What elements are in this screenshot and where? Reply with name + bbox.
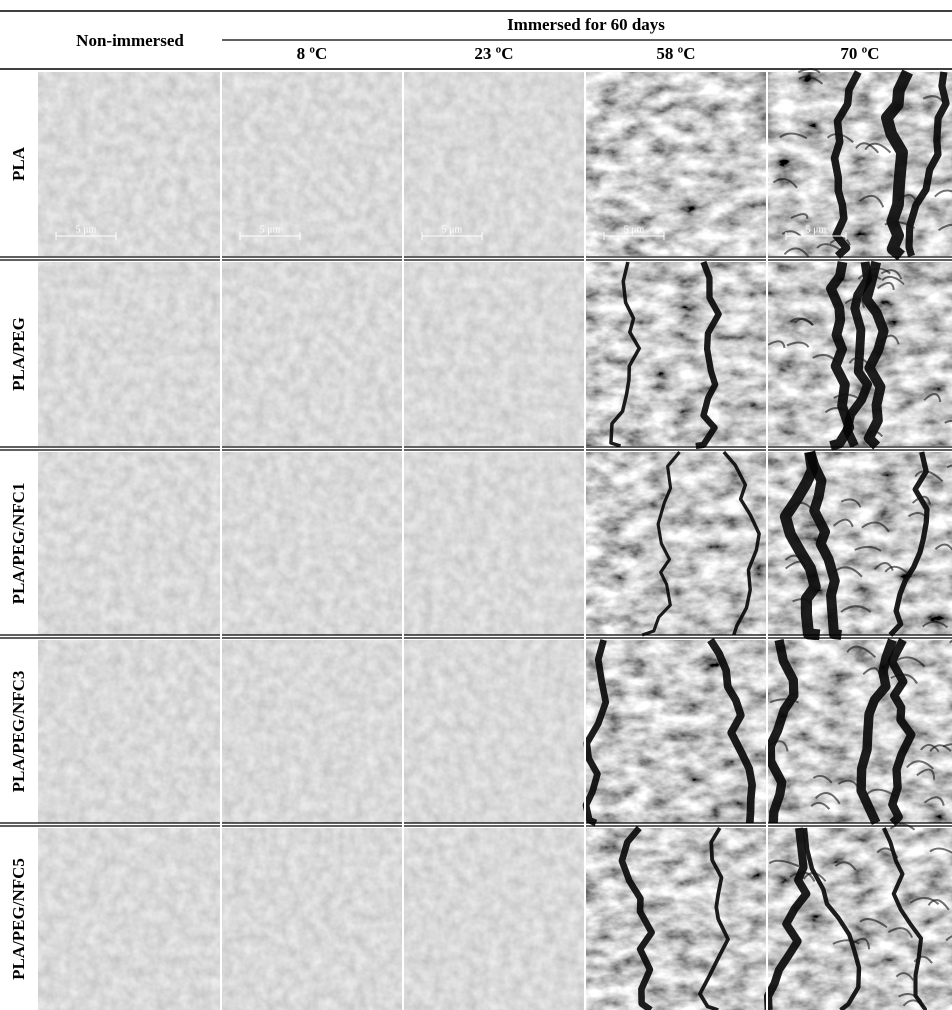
scale-bar-label: 5 μm	[806, 224, 827, 235]
column-header: 58 ºC	[656, 44, 695, 63]
sem-image	[404, 262, 584, 446]
column-header: 70 ºC	[840, 44, 879, 63]
sem-image	[222, 452, 402, 635]
sem-image	[768, 72, 952, 256]
sem-image	[38, 72, 220, 256]
sem-image	[222, 262, 402, 446]
sem-image	[222, 72, 402, 256]
sem-image	[586, 640, 766, 823]
sem-image	[38, 828, 220, 1010]
figure: Non-immersed Immersed for 60 days 8 ºC 23…	[0, 0, 952, 1010]
row-label: PLA/PEG/NFC3	[9, 671, 28, 793]
column-header: 23 ºC	[474, 44, 513, 63]
scale-bar-label: 5 μm	[624, 224, 645, 235]
image-grid: 8 ºC 23 ºC 58 ºC 70 ºC PLA 5 μm 5 μm 5 μm 5 μm 5 …	[0, 44, 952, 1010]
sem-image	[586, 72, 766, 256]
row-label: PLA/PEG/NFC1	[9, 483, 28, 605]
sem-image	[38, 640, 220, 823]
sem-image	[404, 640, 584, 823]
group-header: Immersed for 60 days	[507, 15, 665, 34]
scale-bar-label: 5 μm	[260, 224, 281, 235]
row-label: PLA/PEG	[9, 317, 28, 391]
sem-image	[38, 452, 220, 635]
sem-image	[38, 262, 220, 446]
scale-bar-label: 5 μm	[442, 224, 463, 235]
sem-image	[404, 828, 584, 1010]
sem-image	[586, 828, 766, 1010]
sem-image	[222, 640, 402, 823]
scale-bar-label: 5 μm	[76, 224, 97, 235]
sem-image	[586, 452, 766, 635]
sem-image	[404, 72, 584, 256]
column-header: Non-immersed	[76, 31, 184, 50]
sem-image	[222, 828, 402, 1010]
column-header: 8 ºC	[297, 44, 328, 63]
sem-image	[404, 452, 584, 635]
row-label: PLA/PEG/NFC5	[9, 858, 28, 980]
sem-image	[586, 262, 766, 446]
row-label: PLA	[9, 146, 28, 181]
